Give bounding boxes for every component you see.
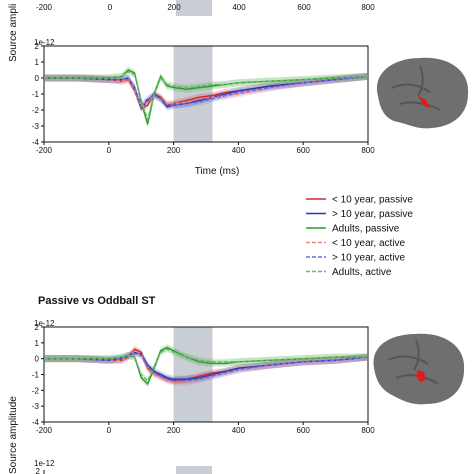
chart-panel-bottom: Passive vs Oddball ST 1e-12 Source ampli… <box>8 295 375 474</box>
legend-label: < 10 year, active <box>332 238 406 249</box>
legend-label: Adults, active <box>332 267 392 278</box>
series-line <box>44 75 369 107</box>
x-tick-label: 600 <box>297 146 311 155</box>
y-tick-label: 2 <box>35 42 40 51</box>
y-tick-label: -2 <box>32 386 40 395</box>
y-tick-label: -2 <box>32 106 40 115</box>
x-tick-label: 0 <box>107 146 112 155</box>
top-strip-xtick: 400 <box>232 3 246 12</box>
y-tick-label: -3 <box>32 402 40 411</box>
series-error-band <box>44 72 368 109</box>
legend-label: < 10 year, passive <box>332 195 413 206</box>
top-strip-xtick: 600 <box>297 3 311 12</box>
brain-highlight <box>418 96 430 108</box>
bottom-strip-ytick: 2 <box>36 467 41 474</box>
series-error-band <box>44 72 368 112</box>
y-tick-label: -1 <box>32 371 40 380</box>
brain-image-bottom <box>373 333 465 405</box>
top-strip-xtick: 200 <box>167 3 181 12</box>
y-tick-label: 2 <box>35 323 40 332</box>
x-tick-label: -200 <box>36 426 53 435</box>
x-tick-label: 600 <box>297 426 311 435</box>
x-tick-label: -200 <box>36 146 53 155</box>
y-tick-label: -3 <box>32 122 40 131</box>
series-error-band <box>44 66 368 128</box>
series-line <box>44 348 368 383</box>
brain-highlight <box>416 370 426 382</box>
top-strip: -200 0 200 400 600 800 Source ampli <box>8 0 375 62</box>
x-tick-label: 800 <box>361 426 375 435</box>
x-tick-label: 200 <box>167 146 181 155</box>
series-error-band <box>44 68 368 124</box>
brain-shape <box>376 57 469 129</box>
brain-shape <box>373 333 465 405</box>
top-strip-xtick: -200 <box>36 3 53 12</box>
legend-label: > 10 year, passive <box>332 209 413 220</box>
bottom-strip: 1e-12 2 <box>34 459 212 474</box>
series-line <box>44 353 369 382</box>
series-error-band <box>44 345 368 385</box>
top-strip-ylabel: Source ampli <box>8 4 19 62</box>
y-scale-label: 1e-12 <box>34 38 55 47</box>
window-shade <box>173 46 213 142</box>
series-error-band <box>44 345 368 385</box>
brain-sulcus <box>391 65 441 111</box>
x-tick-label: 200 <box>167 426 181 435</box>
legend: < 10 year, passive > 10 year, passive Adul… <box>306 195 413 278</box>
y-tick-label: 1 <box>35 339 40 348</box>
series-error-band <box>44 344 368 388</box>
chart-title: Passive vs Oddball ST <box>38 295 156 307</box>
legend-label: Adults, passive <box>332 224 400 235</box>
y-tick-label: -1 <box>32 90 40 99</box>
x-tick-label: 0 <box>107 426 112 435</box>
x-tick-label: 400 <box>232 146 246 155</box>
y-tick-label: 0 <box>35 74 40 83</box>
y-tick-label: -4 <box>32 418 40 427</box>
x-axis-label: Time (ms) <box>195 166 240 177</box>
chart-panel-top: 1e-12 Time (ms) -200 0 200 400 600 800 2 1 0 -1 -2… <box>32 38 375 177</box>
y-tick-label: -4 <box>32 138 40 147</box>
bottom-strip-scale-label: 1e-12 <box>34 459 55 468</box>
bottom-strip-window-shade <box>176 466 212 474</box>
top-strip-xtick: 0 <box>108 3 113 12</box>
top-strip-xtick: 800 <box>361 3 375 12</box>
series-line <box>44 70 369 123</box>
x-tick-label: 400 <box>232 426 246 435</box>
y-scale-label: 1e-12 <box>34 319 55 328</box>
top-strip-window-shade <box>176 0 212 16</box>
legend-label: > 10 year, active <box>332 253 406 264</box>
y-axis-label: Source amplitude <box>8 396 19 474</box>
y-tick-label: 1 <box>35 58 40 67</box>
series-error-band <box>44 72 368 112</box>
x-tick-label: 800 <box>361 146 375 155</box>
series-error-band <box>44 72 368 111</box>
y-tick-label: 0 <box>35 355 40 364</box>
brain-image-top <box>376 57 469 129</box>
